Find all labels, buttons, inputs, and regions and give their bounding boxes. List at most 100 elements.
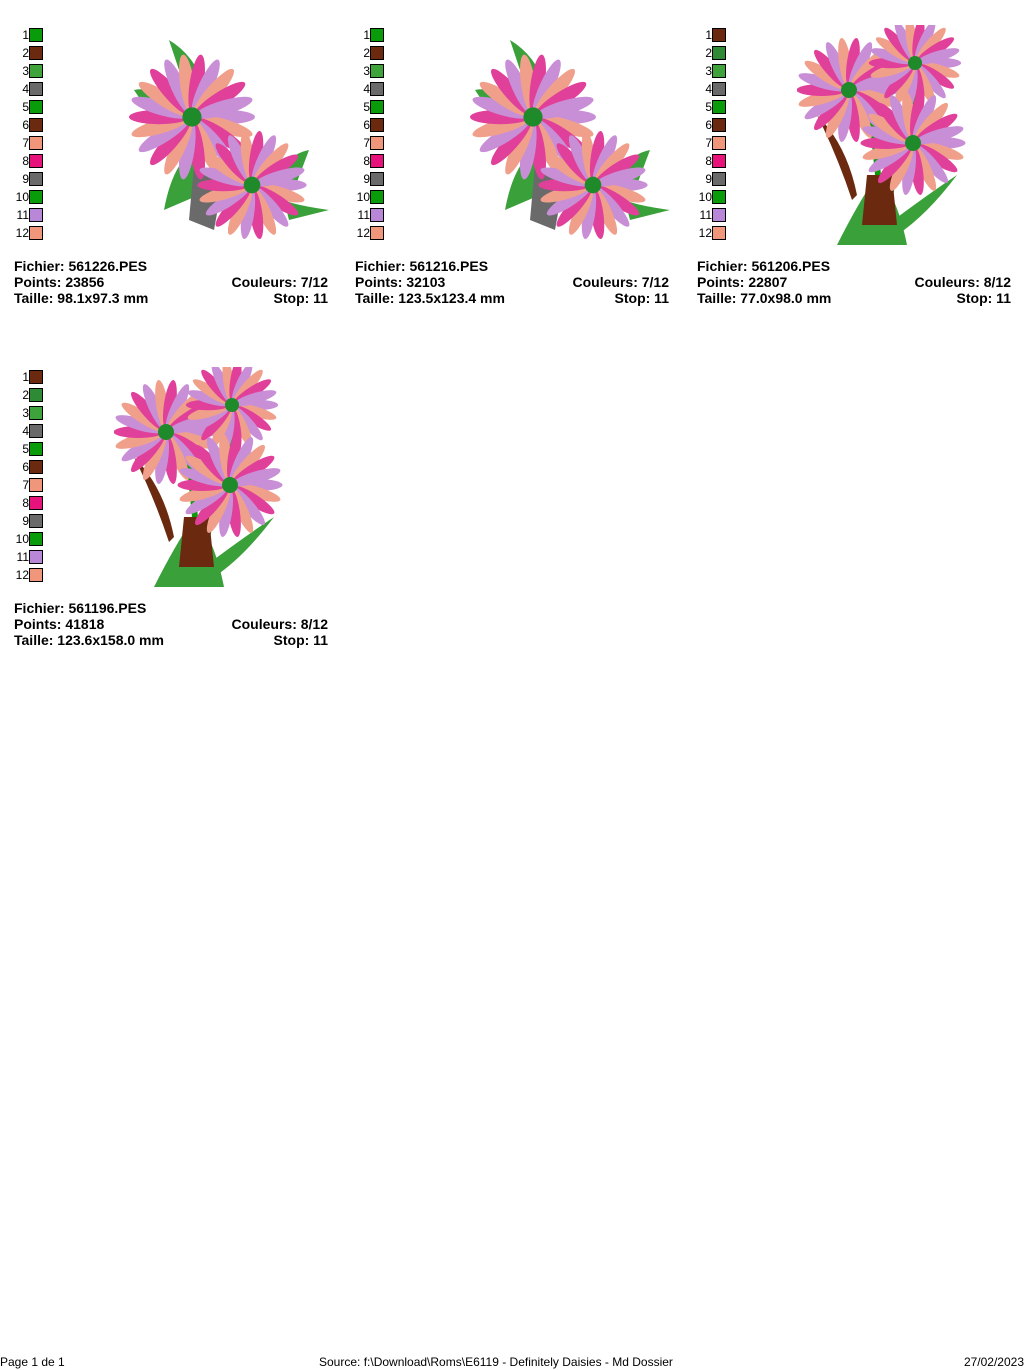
color-swatch — [29, 172, 43, 186]
petal — [595, 167, 646, 187]
color-index: 9 — [363, 172, 370, 186]
color-swatch-row: 3 — [355, 64, 385, 78]
petal — [540, 167, 591, 187]
flower-center — [224, 397, 240, 413]
color-swatch-row: 9 — [355, 172, 385, 186]
color-swatch — [29, 226, 43, 240]
stitch-count: Points: 22807 — [697, 274, 788, 290]
color-swatch-row: 9 — [697, 172, 727, 186]
color-swatch — [29, 406, 43, 420]
color-index: 10 — [15, 190, 29, 204]
leaf — [179, 517, 214, 567]
page-number: Page 1 de 1 — [0, 1355, 65, 1369]
color-index: 4 — [22, 424, 29, 438]
petal — [254, 167, 305, 187]
color-swatch — [29, 28, 43, 42]
petal — [915, 141, 964, 160]
color-swatch-row: 5 — [14, 442, 44, 456]
color-swatch — [370, 136, 384, 150]
color-index: 1 — [22, 28, 29, 42]
stop-count: Stop: 11 — [273, 632, 328, 648]
petal — [254, 183, 305, 203]
color-index: 7 — [363, 136, 370, 150]
petal — [187, 390, 230, 407]
color-index: 6 — [22, 460, 29, 474]
color-index: 10 — [698, 190, 712, 204]
color-count: Couleurs: 8/12 — [231, 616, 328, 632]
color-swatch-row: 9 — [14, 514, 44, 528]
color-index: 10 — [356, 190, 370, 204]
color-swatch-row: 8 — [355, 154, 385, 168]
color-swatch-row: 5 — [14, 100, 44, 114]
petal — [472, 96, 531, 119]
stop-count: Stop: 11 — [273, 290, 328, 306]
petal — [917, 61, 960, 78]
petal — [179, 468, 228, 487]
color-swatch-row: 5 — [697, 100, 727, 114]
color-index: 3 — [22, 64, 29, 78]
color-index: 9 — [705, 172, 712, 186]
petal — [851, 88, 900, 107]
color-swatch-row: 12 — [697, 226, 727, 240]
color-swatch-row: 2 — [355, 46, 385, 60]
color-swatch-row: 2 — [14, 388, 44, 402]
color-index: 12 — [698, 226, 712, 240]
color-swatch-row: 2 — [697, 46, 727, 60]
petal — [232, 483, 281, 502]
color-swatch-row: 9 — [14, 172, 44, 186]
color-swatch — [29, 532, 43, 546]
color-swatch — [29, 442, 43, 456]
color-swatch-row: 4 — [14, 424, 44, 438]
color-swatch-row: 1 — [14, 28, 44, 42]
color-swatch — [29, 478, 43, 492]
color-swatch — [712, 64, 726, 78]
color-index: 1 — [363, 28, 370, 42]
color-index: 10 — [15, 532, 29, 546]
color-index: 11 — [699, 208, 712, 222]
color-swatch — [370, 28, 384, 42]
color-swatch — [712, 28, 726, 42]
color-count: Couleurs: 7/12 — [572, 274, 669, 290]
color-swatch-row: 5 — [355, 100, 385, 114]
flower-center — [222, 477, 238, 493]
petal — [232, 468, 281, 487]
petal — [199, 167, 250, 187]
color-swatch — [29, 154, 43, 168]
color-swatch — [370, 226, 384, 240]
color-swatch-row: 8 — [14, 496, 44, 510]
design-card: 1 2 3 4 5 6 7 8 9 10 11 12 Fichier: 5611… — [14, 367, 330, 667]
leaf — [862, 175, 897, 225]
color-swatch — [370, 118, 384, 132]
stitch-count: Points: 23856 — [14, 274, 105, 290]
color-index: 12 — [15, 568, 29, 582]
color-swatch — [370, 100, 384, 114]
source-path: Source: f:\Download\Roms\E6119 - Definit… — [319, 1355, 673, 1369]
color-swatch-row: 7 — [697, 136, 727, 150]
color-swatch — [29, 46, 43, 60]
color-swatch-row: 8 — [14, 154, 44, 168]
embroidery-preview — [129, 40, 329, 240]
color-swatch — [370, 190, 384, 204]
file-name: Fichier: 561196.PES — [14, 600, 147, 616]
color-swatch — [29, 568, 43, 582]
color-swatch-row: 7 — [14, 136, 44, 150]
color-swatch-row: 12 — [14, 226, 44, 240]
color-swatch-row: 11 — [14, 208, 44, 222]
color-swatch-row: 10 — [14, 190, 44, 204]
color-index: 8 — [22, 154, 29, 168]
petal — [915, 126, 964, 145]
color-index: 2 — [705, 46, 712, 60]
color-swatch — [712, 190, 726, 204]
color-swatch-row: 11 — [14, 550, 44, 564]
file-name: Fichier: 561206.PES — [697, 258, 831, 274]
color-index: 12 — [356, 226, 370, 240]
flower-center — [158, 424, 174, 440]
color-swatch — [29, 370, 43, 384]
flower-center — [905, 135, 921, 151]
color-swatch-row: 4 — [697, 82, 727, 96]
flower-center — [243, 176, 261, 194]
color-index: 11 — [16, 550, 29, 564]
flower-center — [907, 55, 923, 71]
design-size: Taille: 98.1x97.3 mm — [14, 290, 149, 306]
stop-count: Stop: 11 — [614, 290, 669, 306]
